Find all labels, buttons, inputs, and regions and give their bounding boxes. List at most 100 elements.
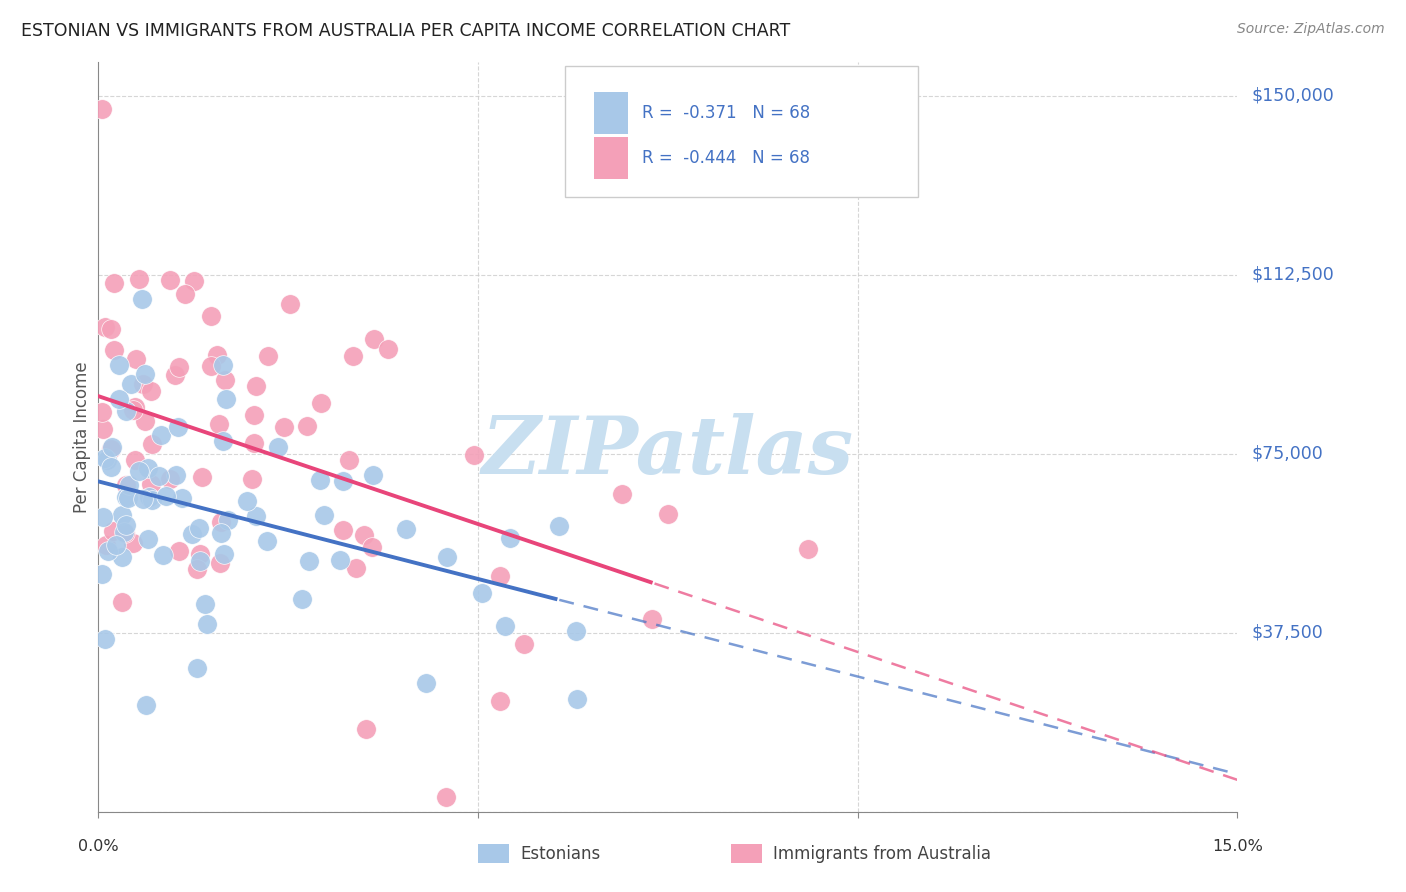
Point <box>273 420 295 434</box>
Point <box>329 553 352 567</box>
Point <box>208 417 231 432</box>
Point <box>332 523 354 537</box>
Point <box>212 547 235 561</box>
Point <box>141 437 163 451</box>
Point <box>342 349 364 363</box>
Point <box>243 408 266 422</box>
Text: $37,500: $37,500 <box>1251 624 1323 641</box>
Point <box>94 538 117 552</box>
Point <box>567 692 589 706</box>
Point <box>122 535 145 549</box>
Point <box>200 359 222 374</box>
Point <box>122 402 145 417</box>
Point <box>166 420 188 434</box>
Point <box>112 525 135 540</box>
Point <box>361 468 384 483</box>
Point <box>565 624 588 638</box>
Point <box>152 548 174 562</box>
Point <box>212 358 235 372</box>
Point <box>163 368 186 382</box>
Point <box>115 518 138 533</box>
Point <box>489 693 512 707</box>
Point <box>96 453 118 467</box>
Point <box>195 617 218 632</box>
Point <box>136 532 159 546</box>
Text: $75,000: $75,000 <box>1251 445 1323 463</box>
Point <box>110 550 132 565</box>
Point <box>344 560 367 574</box>
Point <box>94 450 117 465</box>
Point <box>641 612 664 626</box>
Point <box>111 595 134 609</box>
Point <box>311 396 333 410</box>
Point <box>167 544 190 558</box>
Text: R =  -0.444   N = 68: R = -0.444 N = 68 <box>641 149 810 167</box>
Point <box>209 525 232 540</box>
Point <box>187 521 209 535</box>
Point <box>93 632 115 647</box>
Point <box>148 468 170 483</box>
Point <box>194 598 217 612</box>
Point <box>353 528 375 542</box>
Point <box>101 440 124 454</box>
Text: Source: ZipAtlas.com: Source: ZipAtlas.com <box>1237 22 1385 37</box>
Point <box>135 698 157 713</box>
Point <box>136 461 159 475</box>
Point <box>245 509 267 524</box>
Text: Immigrants from Australia: Immigrants from Australia <box>773 845 991 863</box>
Point <box>291 592 314 607</box>
Point <box>103 343 125 357</box>
Point <box>186 661 208 675</box>
Point <box>108 358 131 372</box>
Point <box>188 547 211 561</box>
Point <box>295 419 318 434</box>
Point <box>100 442 122 456</box>
Point <box>100 460 122 475</box>
Point <box>278 297 301 311</box>
Point <box>471 586 494 600</box>
Point <box>91 102 114 116</box>
Point <box>657 507 679 521</box>
Point <box>212 434 235 449</box>
Point <box>796 542 818 557</box>
Point <box>139 477 162 491</box>
Point <box>128 464 150 478</box>
Text: 0.0%: 0.0% <box>79 839 118 855</box>
Y-axis label: Per Capita Income: Per Capita Income <box>73 361 91 513</box>
Point <box>134 367 156 381</box>
Text: $112,500: $112,500 <box>1251 266 1334 284</box>
FancyBboxPatch shape <box>593 93 628 134</box>
Point <box>245 378 267 392</box>
Point <box>124 453 146 467</box>
Point <box>215 392 238 406</box>
Point <box>436 550 458 565</box>
Point <box>186 562 208 576</box>
Point <box>488 569 510 583</box>
Point <box>354 723 377 737</box>
Point <box>188 554 211 568</box>
Point <box>91 422 114 436</box>
Point <box>314 508 336 522</box>
Point <box>115 490 138 504</box>
FancyBboxPatch shape <box>565 66 918 197</box>
Point <box>108 392 131 406</box>
Point <box>240 472 263 486</box>
Point <box>117 491 139 505</box>
Point <box>256 534 278 549</box>
Point <box>548 519 571 533</box>
Text: Estonians: Estonians <box>520 845 600 863</box>
Point <box>149 427 172 442</box>
Point <box>97 544 120 558</box>
Point <box>297 554 319 568</box>
Point <box>103 276 125 290</box>
Point <box>209 515 232 529</box>
Point <box>309 473 332 487</box>
Point <box>167 359 190 374</box>
Point <box>363 332 385 346</box>
Point <box>100 322 122 336</box>
Point <box>115 478 138 492</box>
Point <box>91 566 114 581</box>
Point <box>105 538 128 552</box>
Point <box>267 440 290 454</box>
Point <box>217 513 239 527</box>
